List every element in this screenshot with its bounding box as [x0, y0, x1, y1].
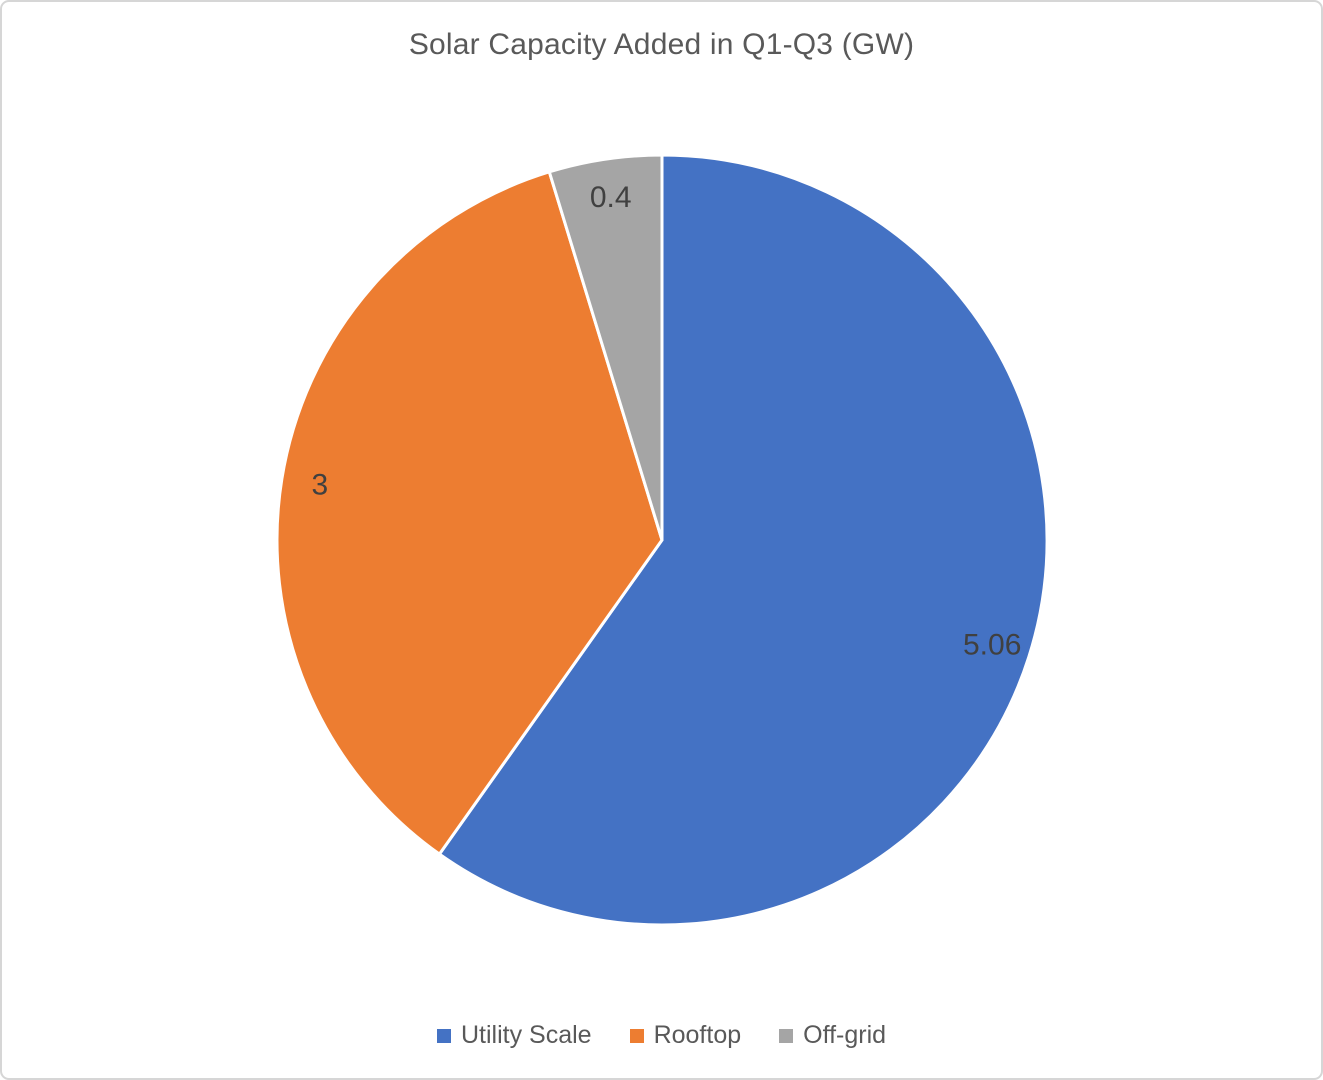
data-label-off-grid: 0.4 [590, 181, 632, 214]
legend: Utility Scale Rooftop Off-grid [2, 1021, 1321, 1050]
legend-item-off-grid: Off-grid [779, 1021, 886, 1050]
legend-label-utility-scale: Utility Scale [460, 1021, 592, 1049]
legend-swatch-utility-scale [436, 1028, 451, 1043]
legend-item-utility-scale: Utility Scale [436, 1021, 592, 1050]
pie-slice-off-grid [547, 153, 664, 542]
pie-slice-utility-scale [437, 153, 1049, 927]
data-label-utility-scale: 5.06 [963, 629, 1021, 662]
pie-slice-rooftop [275, 170, 664, 856]
data-label-rooftop: 3 [312, 468, 329, 501]
legend-label-off-grid: Off-grid [803, 1021, 887, 1049]
legend-swatch-rooftop [629, 1028, 644, 1043]
legend-item-rooftop: Rooftop [629, 1021, 742, 1050]
legend-swatch-off-grid [779, 1028, 794, 1043]
chart-title: Solar Capacity Added in Q1-Q3 (GW) [408, 28, 915, 61]
legend-label-rooftop: Rooftop [653, 1021, 742, 1049]
